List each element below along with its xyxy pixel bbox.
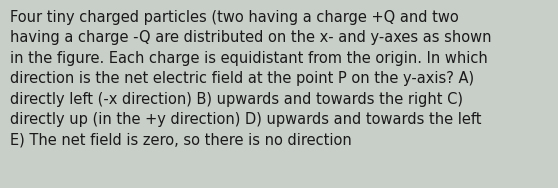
- Text: Four tiny charged particles (two having a charge +Q and two
having a charge -Q a: Four tiny charged particles (two having …: [10, 10, 492, 147]
